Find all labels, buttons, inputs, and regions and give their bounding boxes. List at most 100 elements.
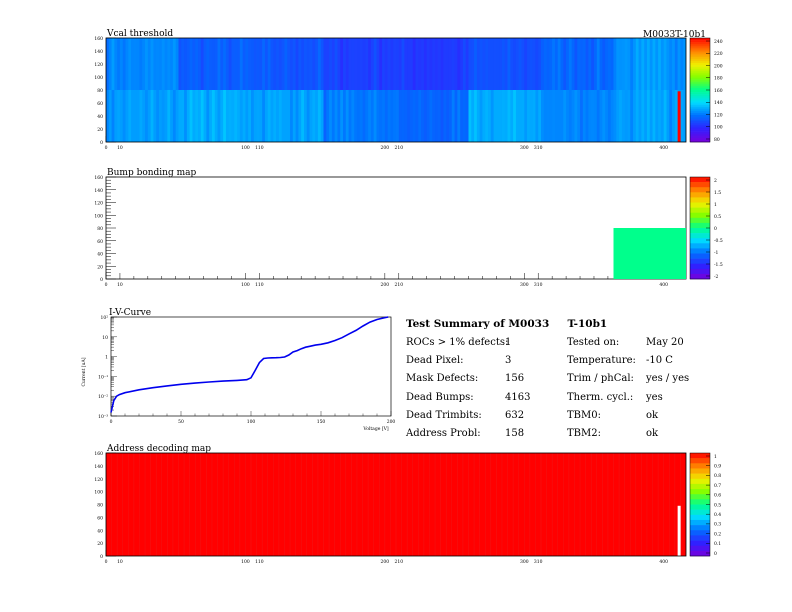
pixel-column-stripe: [133, 90, 137, 142]
pixel-column-stripe: [373, 90, 377, 142]
pixel-column-stripe: [251, 90, 254, 142]
pixel-column-stripe: [635, 38, 639, 90]
pixel-column-stripe: [641, 38, 645, 90]
iv-curve-panel: 10⁻³ 10⁻² 10⁻¹ 1 10 10² 0 50 100 150 200 I-V-Curve V…: [81, 308, 395, 432]
colorbar-step: [690, 535, 710, 541]
pixel-column-stripe: [239, 38, 243, 90]
x-tick-label: 100: [241, 559, 250, 565]
summary-value: 1: [505, 337, 512, 348]
colorbar-step: [690, 197, 710, 203]
pixel-column-stripe: [663, 38, 667, 90]
colorbar-label: 0.1: [714, 541, 721, 547]
plot-frame: [105, 452, 687, 557]
x-tick-label: 300: [520, 282, 529, 288]
colorbar-step: [690, 509, 710, 516]
pixel-column-stripe: [474, 90, 477, 142]
pixel-column-stripe: [412, 90, 416, 142]
pixel-column-stripe: [312, 90, 316, 142]
pixel-column-stripe: [239, 90, 243, 142]
colorbar-step: [690, 38, 710, 41]
colorbar-step: [690, 182, 710, 188]
colorbar-label: 0.2: [714, 531, 721, 537]
plot-frame: [105, 176, 687, 280]
pixel-column-stripe: [468, 38, 472, 90]
summary-value-right: yes / yes: [646, 373, 690, 385]
pixel-column-stripe: [474, 38, 477, 90]
pixel-column-stripe: [524, 38, 528, 90]
summary-label: Address Probl:: [406, 428, 481, 439]
colorbar-label: 0.7: [714, 483, 721, 489]
pixel-column-stripe: [568, 90, 572, 142]
colorbar-step: [690, 79, 710, 82]
pixel-column-stripe: [133, 38, 137, 90]
colorbar-step: [690, 519, 710, 526]
colorbar-label: 0.3: [714, 522, 721, 528]
y-tick-label: 80: [97, 88, 103, 94]
pixel-column-stripe: [150, 90, 154, 142]
pixel-column-stripe: [334, 90, 338, 142]
colorbar-step: [690, 123, 710, 126]
summary-value: 632: [505, 409, 525, 421]
pixel-column-stripe: [106, 38, 109, 90]
y-tick-label: 10⁻²: [98, 394, 108, 400]
colorbar-label: 160: [714, 88, 723, 94]
pixel-column-stripe: [340, 90, 344, 142]
colorbar-label: 0.4: [714, 512, 721, 518]
x-tick-label: 100: [241, 145, 250, 151]
colorbar-step: [690, 248, 710, 254]
colorbar-step: [690, 238, 710, 244]
x-tick-label: 110: [255, 282, 264, 288]
summary-value-right: ok: [646, 409, 659, 421]
pixel-column-stripe: [446, 90, 449, 142]
x-tick-label: 110: [255, 559, 264, 565]
colorbar-label: 0.5: [714, 214, 721, 220]
pixel-column-stripe: [423, 90, 427, 142]
x-tick-label: 310: [534, 559, 543, 565]
colorbar-step: [690, 177, 710, 183]
pixel-column-stripe: [552, 38, 555, 90]
pixel-column-stripe: [619, 90, 622, 142]
pixel-column-stripe: [619, 38, 622, 90]
y-tick-label: 160: [94, 175, 103, 181]
colorbar-step: [690, 131, 710, 134]
pixel-column-stripe: [206, 90, 210, 142]
pixel-column-stripe: [401, 90, 405, 142]
colorbar-step: [690, 46, 710, 49]
pixel-column-stripe: [457, 90, 461, 142]
colorbar-step: [690, 92, 710, 95]
pixel-column-stripe: [262, 38, 265, 90]
x-tick-label: 210: [394, 559, 403, 565]
pixel-column-stripe: [658, 90, 661, 142]
pixel-column-stripe: [440, 90, 444, 142]
pixel-column-stripe: [379, 38, 383, 90]
summary-label: Dead Trimbits:: [406, 409, 482, 421]
pixel-column-stripe: [145, 38, 148, 90]
pixel-column-stripe: [607, 38, 611, 90]
pixel-column-stripe: [329, 90, 332, 142]
pixel-column-stripe: [217, 90, 221, 142]
y-tick-label: 160: [94, 36, 103, 42]
colorbar-step: [690, 40, 710, 43]
pixel-column-stripe: [663, 90, 667, 142]
x-tick-label: 210: [394, 282, 403, 288]
x-tick-label: 400: [659, 559, 668, 565]
colorbar-label: 240: [714, 39, 723, 45]
pixel-column-stripe: [356, 90, 360, 142]
pixel-column-stripe: [223, 38, 226, 90]
colorbar-step: [690, 473, 710, 480]
pixel-column-stripe: [251, 38, 254, 90]
colorbar-step: [690, 58, 710, 62]
x-tick-label: 200: [381, 145, 390, 151]
x-tick-label: 0: [110, 419, 113, 425]
pixel-column-stripe: [368, 90, 371, 142]
colorbar-step: [690, 504, 710, 510]
pixel-column-stripe: [412, 38, 416, 90]
y-tick-label: 10⁻¹: [98, 374, 108, 380]
x-tick-label: 400: [659, 145, 668, 151]
pixel-column-stripe: [390, 90, 394, 142]
y-tick-label: 60: [97, 515, 103, 521]
colorbar-step: [690, 550, 710, 557]
pixel-column-stripe: [479, 38, 483, 90]
summary-label-right: TBM2:: [567, 428, 601, 439]
colorbar-step: [690, 187, 710, 193]
